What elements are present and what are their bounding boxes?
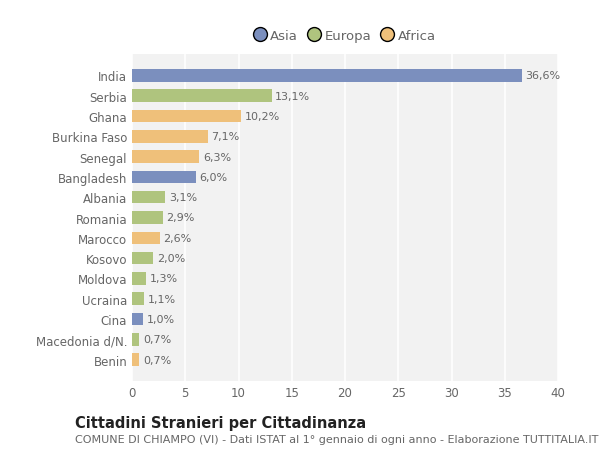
Text: 6,3%: 6,3% [203,152,231,162]
Bar [132,293,144,305]
Text: COMUNE DI CHIAMPO (VI) - Dati ISTAT al 1° gennaio di ogni anno - Elaborazione TU: COMUNE DI CHIAMPO (VI) - Dati ISTAT al 1… [75,434,598,444]
Text: Cittadini Stranieri per Cittadinanza: Cittadini Stranieri per Cittadinanza [75,415,366,431]
Bar [132,273,146,285]
Bar [132,90,272,103]
Text: 6,0%: 6,0% [200,173,228,183]
Text: 3,1%: 3,1% [169,193,197,203]
Text: 10,2%: 10,2% [244,112,280,122]
Bar [132,212,163,224]
Bar [132,111,241,123]
Text: 0,7%: 0,7% [143,355,172,365]
Bar [132,353,139,366]
Bar [132,131,208,143]
Text: 7,1%: 7,1% [211,132,239,142]
Bar [132,232,160,245]
Bar [132,191,165,204]
Bar [132,70,522,83]
Legend: Asia, Europa, Africa: Asia, Europa, Africa [250,26,440,47]
Text: 2,9%: 2,9% [167,213,195,223]
Text: 36,6%: 36,6% [526,71,560,81]
Text: 1,1%: 1,1% [148,294,176,304]
Text: 1,3%: 1,3% [149,274,178,284]
Text: 1,0%: 1,0% [146,314,175,325]
Bar [132,151,199,163]
Bar [132,333,139,346]
Text: 13,1%: 13,1% [275,91,310,101]
Text: 2,6%: 2,6% [163,233,191,243]
Text: 2,0%: 2,0% [157,253,185,263]
Bar [132,252,154,265]
Text: 0,7%: 0,7% [143,335,172,345]
Bar [132,313,143,325]
Bar [132,171,196,184]
